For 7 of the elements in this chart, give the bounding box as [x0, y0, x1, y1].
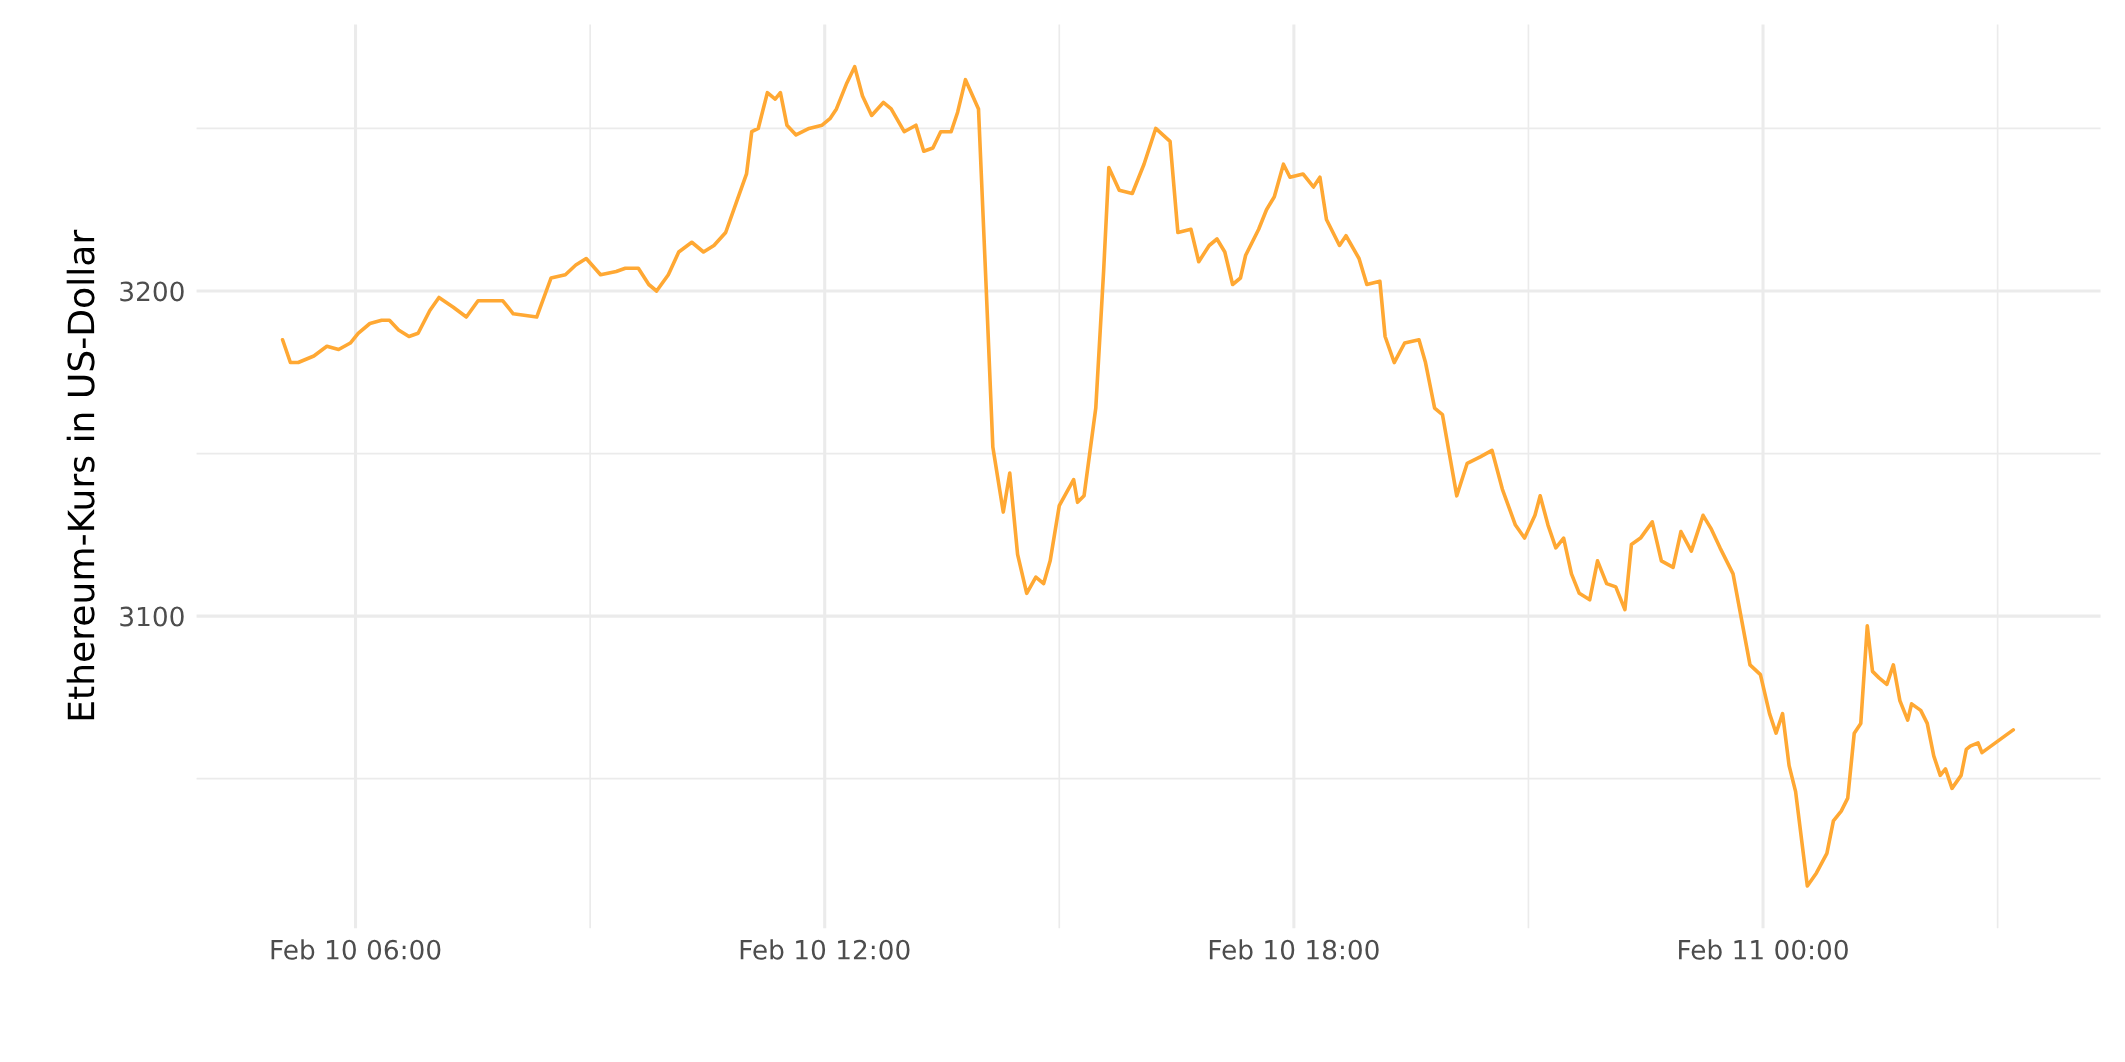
- x-tick-label: Feb 11 00:00: [1679, 939, 1848, 960]
- x-tick-label: Feb 10 18:00: [1209, 939, 1379, 960]
- y-tick-label: 3100: [120, 606, 184, 627]
- x-tick-label: Feb 10 12:00: [740, 939, 910, 960]
- x-tick-label: Feb 10 06:00: [271, 939, 441, 960]
- y-tick-label: 3200: [120, 281, 184, 302]
- y-axis-title: Ethereum-Kurs in US-Dollar: [66, 229, 95, 720]
